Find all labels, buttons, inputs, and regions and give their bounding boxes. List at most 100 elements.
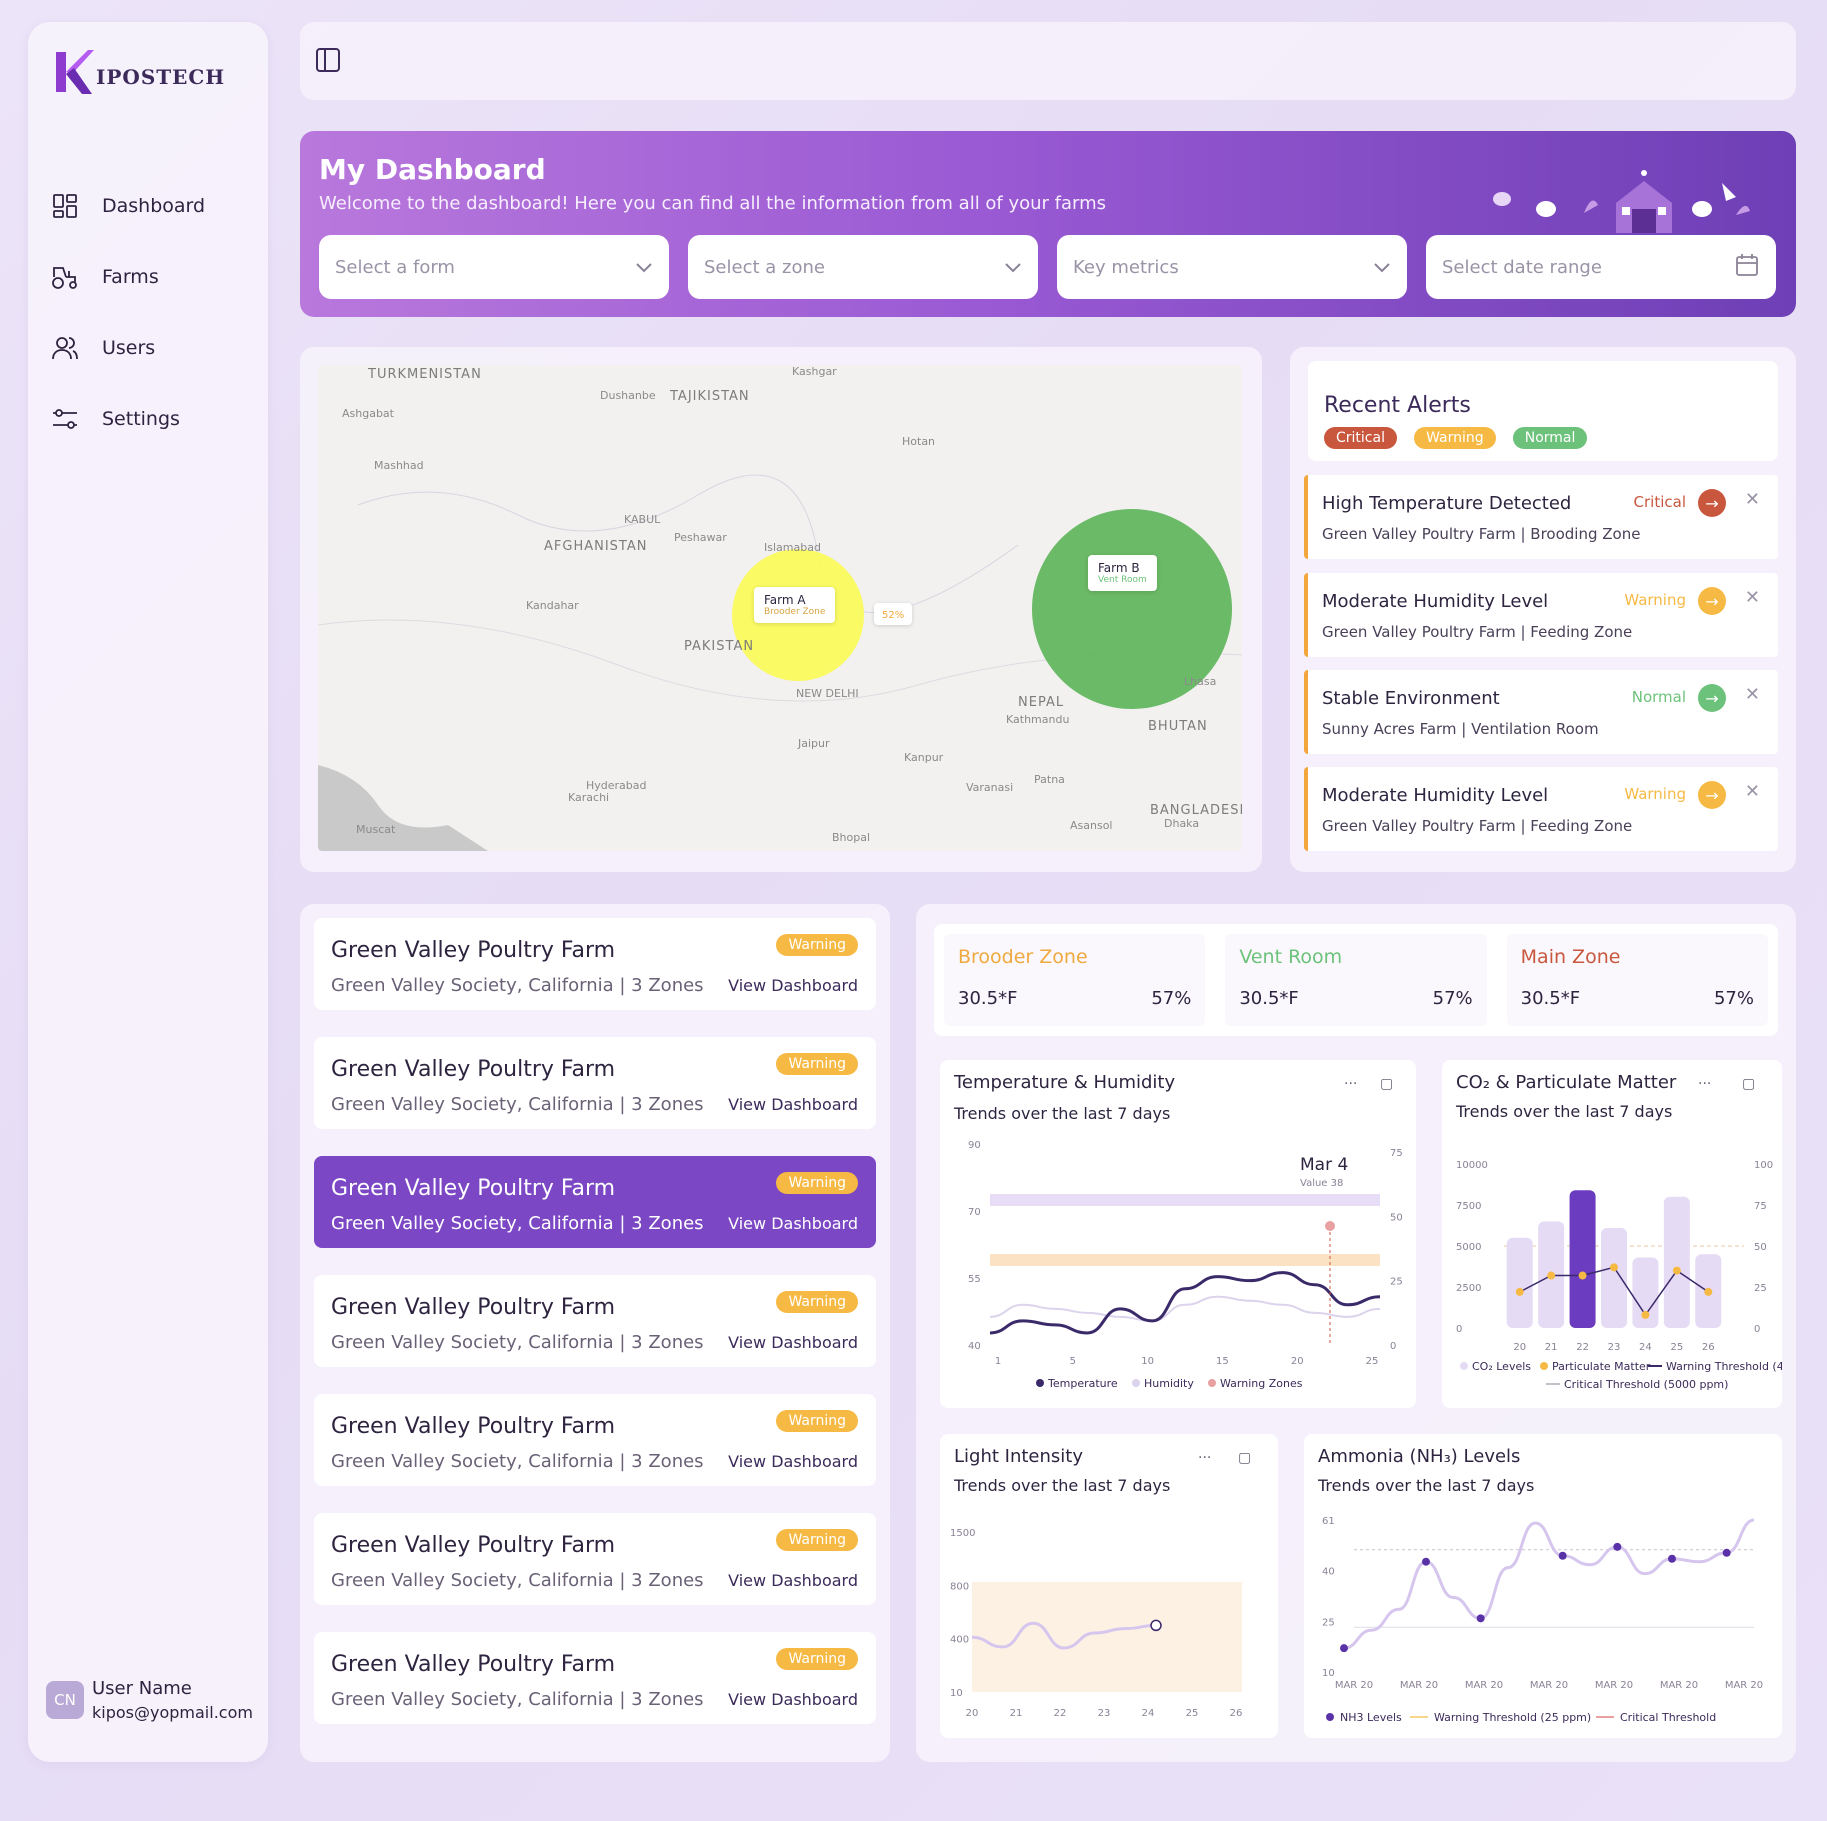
calendar-icon[interactable]: ▢ [1380,1076,1394,1092]
farm-map[interactable]: TURKMENISTAN TAJIKISTAN AFGHANISTAN PAKI… [318,365,1242,851]
farm-a-marker[interactable]: Farm A Brooder Zone [754,587,836,623]
more-icon[interactable]: ··· [1698,1076,1712,1092]
y-tick-label: 61 [1322,1516,1335,1527]
particulate-point [1641,1310,1650,1319]
farm-b-marker[interactable]: Farm B Vent Room [1088,555,1157,591]
tooltip-label: Mar 4 [1300,1155,1348,1175]
farm-list-item[interactable]: Green Valley Poultry Farm Green Valley S… [314,1513,876,1605]
view-dashboard-link[interactable]: View Dashboard [728,1690,858,1709]
sidebar: IPOSTECH Dashboard Farms Users Settings [28,22,268,1762]
calendar-icon[interactable]: ▢ [1742,1076,1756,1092]
tag-warning[interactable]: Warning [1414,427,1496,449]
metrics-select[interactable]: Key metrics [1057,235,1407,299]
temperature-line [989,1271,1381,1335]
map-label: PAKISTAN [684,639,755,654]
zone-card[interactable]: Brooder Zone 30.5*F 57% [944,934,1206,1026]
y-tick-label: 800 [950,1581,969,1592]
alert-item[interactable]: Stable Environment Normal → ✕ Sunny Acre… [1304,670,1778,754]
close-icon[interactable]: ✕ [1744,684,1760,705]
x-tick-label: 23 [1098,1708,1111,1719]
farm-address: Green Valley Society, California | 3 Zon… [331,1094,704,1115]
view-dashboard-link[interactable]: View Dashboard [728,1214,858,1233]
calendar-icon[interactable]: ▢ [1238,1450,1252,1466]
more-icon[interactable]: ··· [1344,1076,1358,1092]
arrow-right-icon[interactable]: → [1698,489,1726,517]
nh3-point [1558,1551,1567,1560]
y-tick-label: 70 [968,1207,981,1218]
legend-label: CO₂ Levels [1472,1360,1531,1373]
tag-normal[interactable]: Normal [1512,427,1588,449]
zone-card[interactable]: Main Zone 30.5*F 57% [1506,934,1768,1026]
alert-item[interactable]: Moderate Humidity Level Warning → ✕ Gree… [1304,767,1778,851]
chart-svg: 10000 7500 5000 2500 0 100 75 50 25 0 20 21 22 23 24 25… [1456,1160,1782,1391]
farm-list-item-selected[interactable]: Green Valley Poultry Farm Green Valley S… [314,1156,876,1248]
view-dashboard-link[interactable]: View Dashboard [728,1571,858,1590]
close-icon[interactable]: ✕ [1744,781,1760,802]
sidebar-item-farms[interactable]: Farms [50,241,250,312]
brand-name: IPOSTECH [96,65,226,89]
legend-label: Particulate Matter [1552,1360,1651,1373]
status-badge: Warning [776,1291,858,1313]
nh3-point [1422,1557,1430,1566]
sidebar-item-label: Users [102,336,156,359]
brand-logo[interactable]: IPOSTECH [54,48,225,96]
view-dashboard-link[interactable]: View Dashboard [728,976,858,995]
map-label: Hyderabad [586,779,647,792]
y-tick-label: 10000 [1456,1160,1488,1171]
legend-marker [1132,1379,1140,1387]
sliders-icon [50,404,80,434]
arrow-right-icon[interactable]: → [1698,587,1726,615]
alert-item[interactable]: Moderate Humidity Level Warning → ✕ Gree… [1304,573,1778,657]
farms-list-card: Green Valley Poultry Farm Green Valley S… [300,904,890,1762]
map-label: Kandahar [526,599,579,612]
alert-item[interactable]: High Temperature Detected Critical → ✕ G… [1304,475,1778,559]
farm-select[interactable]: Select a form [319,235,669,299]
farm-list-item[interactable]: Green Valley Poultry Farm Green Valley S… [314,1275,876,1367]
map-label: Dushanbe [600,389,656,402]
sidebar-toggle-icon[interactable] [314,46,344,76]
y-tick-label: 0 [1754,1324,1760,1335]
legend-label: Warning Threshold (4000 ppm) [1666,1360,1782,1373]
tag-critical[interactable]: Critical [1324,427,1397,449]
sidebar-item-users[interactable]: Users [50,312,250,383]
nh3-line [1343,1518,1755,1650]
farm-list-item[interactable]: Green Valley Poultry Farm Green Valley S… [314,1632,876,1724]
legend-label: Temperature [1047,1377,1118,1390]
view-dashboard-link[interactable]: View Dashboard [728,1452,858,1471]
farm-address: Green Valley Society, California | 3 Zon… [331,975,704,996]
sidebar-item-dashboard[interactable]: Dashboard [50,170,250,241]
view-dashboard-link[interactable]: View Dashboard [728,1333,858,1352]
close-icon[interactable]: ✕ [1744,587,1760,608]
x-tick-label: MAR 20 [1660,1680,1698,1691]
user-profile[interactable]: CN User Name kipos@yopmail.com [46,1678,253,1722]
farm-list-item[interactable]: Green Valley Poultry Farm Green Valley S… [314,1037,876,1129]
zone-select[interactable]: Select a zone [688,235,1038,299]
x-tick-label: 21 [1545,1342,1558,1353]
co2-bar [1601,1227,1627,1328]
y-tick-label: 1500 [950,1528,975,1539]
map-label: NEPAL [1018,695,1065,710]
y-tick-label: 40 [968,1341,981,1352]
map-label: Bhopal [832,831,871,844]
farm-select-placeholder: Select a form [335,256,455,278]
farm-list-item[interactable]: Green Valley Poultry Farm Green Valley S… [314,918,876,1010]
light-line [971,1621,1157,1650]
arrow-right-icon[interactable]: → [1698,684,1726,712]
date-range-picker[interactable]: Select date range [1426,235,1776,299]
farm-b-zone: Vent Room [1098,575,1147,585]
kipos-logo-icon [54,48,94,96]
zone-temperature: 30.5*F [1239,988,1299,1009]
farm-list-item[interactable]: Green Valley Poultry Farm Green Valley S… [314,1394,876,1486]
arrow-right-icon[interactable]: → [1698,781,1726,809]
sidebar-item-label: Settings [102,407,180,430]
more-icon[interactable]: ··· [1198,1450,1212,1466]
sidebar-item-settings[interactable]: Settings [50,383,250,454]
sidebar-item-label: Farms [102,265,159,288]
cursor-point [1325,1221,1335,1231]
alerts-title: Recent Alerts [1324,393,1471,418]
view-dashboard-link[interactable]: View Dashboard [728,1095,858,1114]
y-tick-label: 10 [950,1688,963,1699]
zone-card[interactable]: Vent Room 30.5*F 57% [1225,934,1487,1026]
map-label: Peshawar [674,531,727,544]
close-icon[interactable]: ✕ [1744,489,1760,510]
